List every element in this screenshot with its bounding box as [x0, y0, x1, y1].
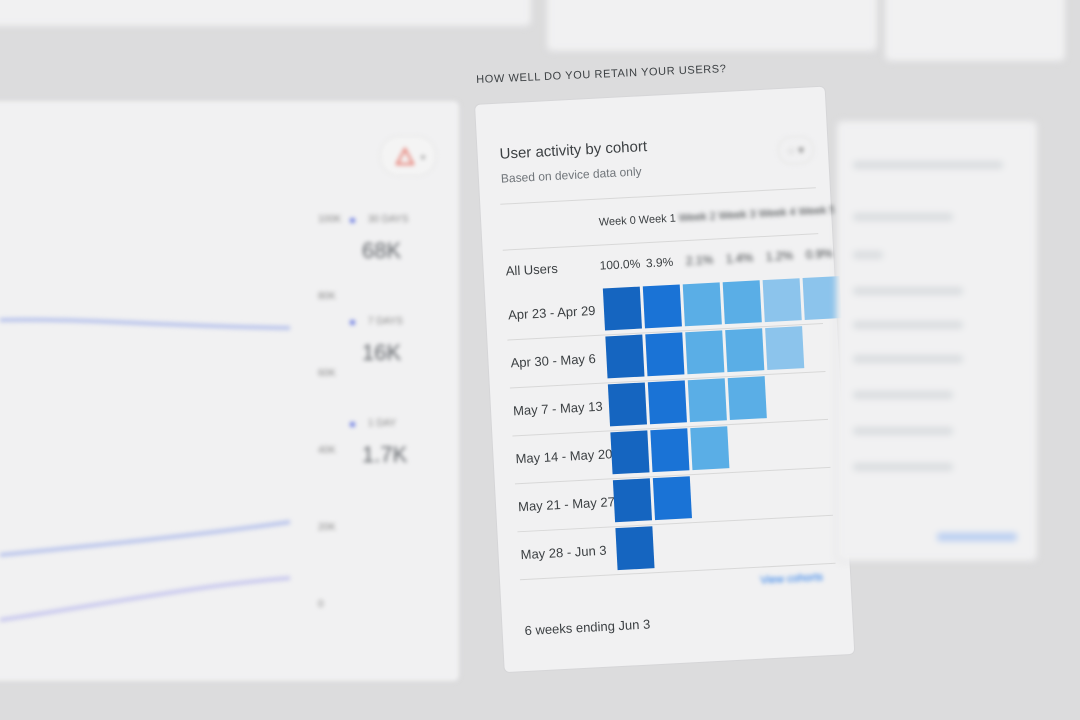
cohort-subtitle: Based on device data only — [500, 164, 642, 186]
all-users-label: All Users — [505, 260, 559, 279]
cohort-row-label: May 14 - May 20 — [515, 446, 613, 467]
cohort-cell[interactable] — [682, 282, 722, 327]
all-users-value: 3.9% — [645, 254, 674, 271]
warning-triangle-icon: ▾ — [395, 146, 425, 165]
cohort-title: User activity by cohort — [499, 138, 648, 163]
week-header: Week 4 — [758, 206, 796, 221]
cohort-card: User activity by cohort Based on device … — [474, 85, 856, 674]
y-axis-tick: 40K — [318, 445, 336, 456]
cohort-row-label: Apr 23 - Apr 29 — [507, 302, 596, 323]
right-card — [836, 120, 1038, 562]
all-users-value: 100.0% — [599, 256, 641, 273]
active-users-chart — [0, 317, 291, 622]
y-axis-tick: 80K — [318, 291, 336, 302]
warning-button[interactable]: ▾ — [380, 136, 436, 176]
top-card — [0, 0, 532, 27]
legend-dot-icon — [350, 320, 355, 325]
week-header: Week 5 — [798, 204, 836, 219]
cohort-cell[interactable] — [690, 426, 730, 471]
svg-text:▾: ▾ — [421, 153, 425, 162]
cohort-cell[interactable] — [652, 476, 692, 521]
cohort-cell[interactable] — [762, 278, 802, 323]
cohort-cell[interactable] — [687, 378, 727, 423]
week-header: Week 0 — [598, 214, 637, 229]
cohort-cell[interactable] — [650, 428, 690, 473]
legend-value: 68K — [362, 238, 402, 263]
legend-label: 7 DAYS — [368, 316, 403, 327]
cohort-cell[interactable] — [602, 286, 642, 331]
y-axis-tick: 0 — [318, 599, 324, 610]
cohort-cell[interactable] — [607, 382, 648, 427]
cohort-row-label: May 28 - Jun 3 — [520, 542, 607, 563]
week-header: Week 1 — [638, 212, 677, 227]
cohort-cell[interactable] — [765, 326, 805, 371]
cohort-cell[interactable] — [725, 328, 765, 373]
series-1-day-line — [0, 576, 291, 622]
cohort-cell[interactable] — [610, 430, 650, 475]
divider — [500, 187, 816, 205]
cohort-cell[interactable] — [642, 284, 682, 329]
y-axis-tick: 60K — [318, 368, 336, 379]
cohort-cell[interactable] — [722, 280, 762, 325]
top-card — [884, 0, 1066, 62]
y-axis-tick: 20K — [318, 522, 336, 533]
y-axis-tick: 100K — [318, 214, 342, 225]
series-7-days-line — [0, 520, 291, 557]
cohort-footer: 6 weeks ending Jun 3 — [524, 616, 651, 639]
cohort-cell[interactable] — [685, 330, 725, 375]
view-cohorts-link[interactable]: View cohorts — [760, 571, 824, 587]
cohort-cell[interactable] — [605, 334, 645, 379]
week-header: Week 2 — [678, 210, 717, 225]
series-30-days-line — [0, 317, 291, 330]
all-users-value: 1.4% — [725, 250, 754, 267]
divider — [502, 233, 819, 251]
top-card — [546, 0, 878, 52]
cohort-cell[interactable] — [647, 380, 687, 425]
cohort-cell[interactable] — [615, 526, 655, 571]
all-users-value: 0.9% — [805, 246, 834, 262]
section-title: HOW WELL DO YOU RETAIN YOUR USERS? — [476, 63, 727, 86]
legend-value: 1.7K — [362, 442, 408, 467]
cohort-row-label: May 21 - May 27 — [517, 494, 616, 515]
all-users-value: 1.2% — [765, 248, 794, 264]
cohort-cell[interactable] — [612, 478, 653, 523]
cohort-row-label: May 7 - May 13 — [512, 398, 603, 419]
legend-label: 30 DAYS — [368, 214, 409, 225]
week-header: Week 3 — [718, 208, 757, 223]
all-users-value: 2.1% — [685, 252, 714, 269]
legend-dot-icon — [350, 422, 355, 427]
device-selector-button[interactable]: ◌ ▾ — [777, 135, 815, 166]
cohort-cell[interactable] — [645, 332, 685, 377]
legend-value: 16K — [362, 340, 402, 365]
legend-dot-icon — [350, 218, 355, 223]
legend-label: 1 DAY — [368, 418, 397, 429]
cohort-row-label: Apr 30 - May 6 — [510, 350, 597, 371]
device-selector-icon: ◌ ▾ — [787, 142, 805, 158]
cohort-cell[interactable] — [727, 376, 767, 421]
